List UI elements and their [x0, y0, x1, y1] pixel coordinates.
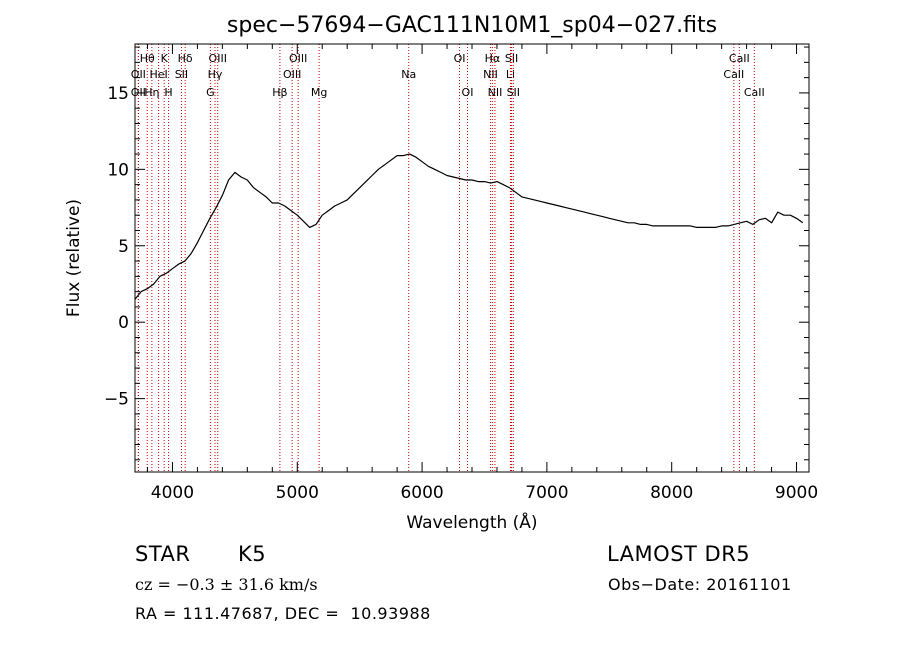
line-label-9: OIII [209, 52, 227, 65]
line-label-8: SII [175, 68, 188, 81]
line-label-7: Hδ [178, 52, 193, 65]
object-class: STAR [135, 542, 191, 566]
redshift-velocity: cz = −0.3 ± 31.6 km/s [135, 575, 318, 594]
spectrum-line-0 [134, 153, 804, 300]
y-tick-label: 0 [118, 313, 129, 333]
line-label-5: HeI [149, 68, 167, 81]
observation-date: Obs−Date: 20161101 [608, 575, 792, 594]
y-tick-label: 10 [107, 160, 129, 180]
x-tick-label: 6000 [400, 483, 443, 503]
line-label-10: Hγ [208, 68, 223, 81]
line-label-3: K [161, 52, 169, 65]
x-axis-ticks: 4000 5000 6000 7000 8000 9000 [146, 44, 818, 503]
line-label-21: NII [488, 86, 503, 99]
x-tick-label: 9000 [775, 483, 818, 503]
y-tick-label: 5 [118, 237, 129, 257]
spectrum-series [134, 153, 804, 300]
chart-title: spec−57694−GAC111N10M1_sp04−027.fits [227, 13, 717, 38]
x-tick-label: 4000 [151, 483, 194, 503]
line-label-27: CaII [744, 86, 765, 99]
y-axis-label: Flux (relative) [64, 199, 84, 317]
line-label-26: CaII [723, 68, 744, 81]
line-label-13: OIII [283, 68, 301, 81]
survey-name: LAMOST DR5 [607, 542, 751, 566]
line-label-6: H [164, 86, 172, 99]
line-label-15: Mg [311, 86, 327, 99]
y-tick-label: −5 [104, 390, 129, 410]
x-axis-label: Wavelength (Å) [406, 511, 537, 533]
line-label-19: Hα [485, 52, 501, 65]
y-tick-label: 15 [107, 84, 129, 104]
object-subclass: K5 [238, 542, 267, 566]
x-tick-label: 8000 [650, 483, 693, 503]
plot-frame [134, 43, 810, 473]
line-label-14: Hβ [272, 86, 287, 99]
y-axis-ticks: −5 0 5 10 15 [104, 46, 809, 461]
line-label-11: G [206, 86, 215, 99]
line-label-17: OI [454, 52, 466, 65]
line-label-25: CaII [729, 52, 750, 65]
line-label-24: SII [507, 86, 520, 99]
line-label-23: Li [506, 68, 515, 81]
line-label-20: NII [483, 68, 498, 81]
x-tick-label: 7000 [525, 483, 568, 503]
line-label-22: SII [505, 52, 518, 65]
line-label-0: Hθ [140, 52, 155, 65]
line-label-12: OIII [289, 52, 307, 65]
line-label-18: OI [462, 86, 474, 99]
x-tick-label: 5000 [276, 483, 319, 503]
line-label-4: Hη [144, 86, 159, 99]
coordinates: RA = 111.47687, DEC = 10.93988 [135, 604, 431, 623]
line-label-16: Na [401, 68, 416, 81]
